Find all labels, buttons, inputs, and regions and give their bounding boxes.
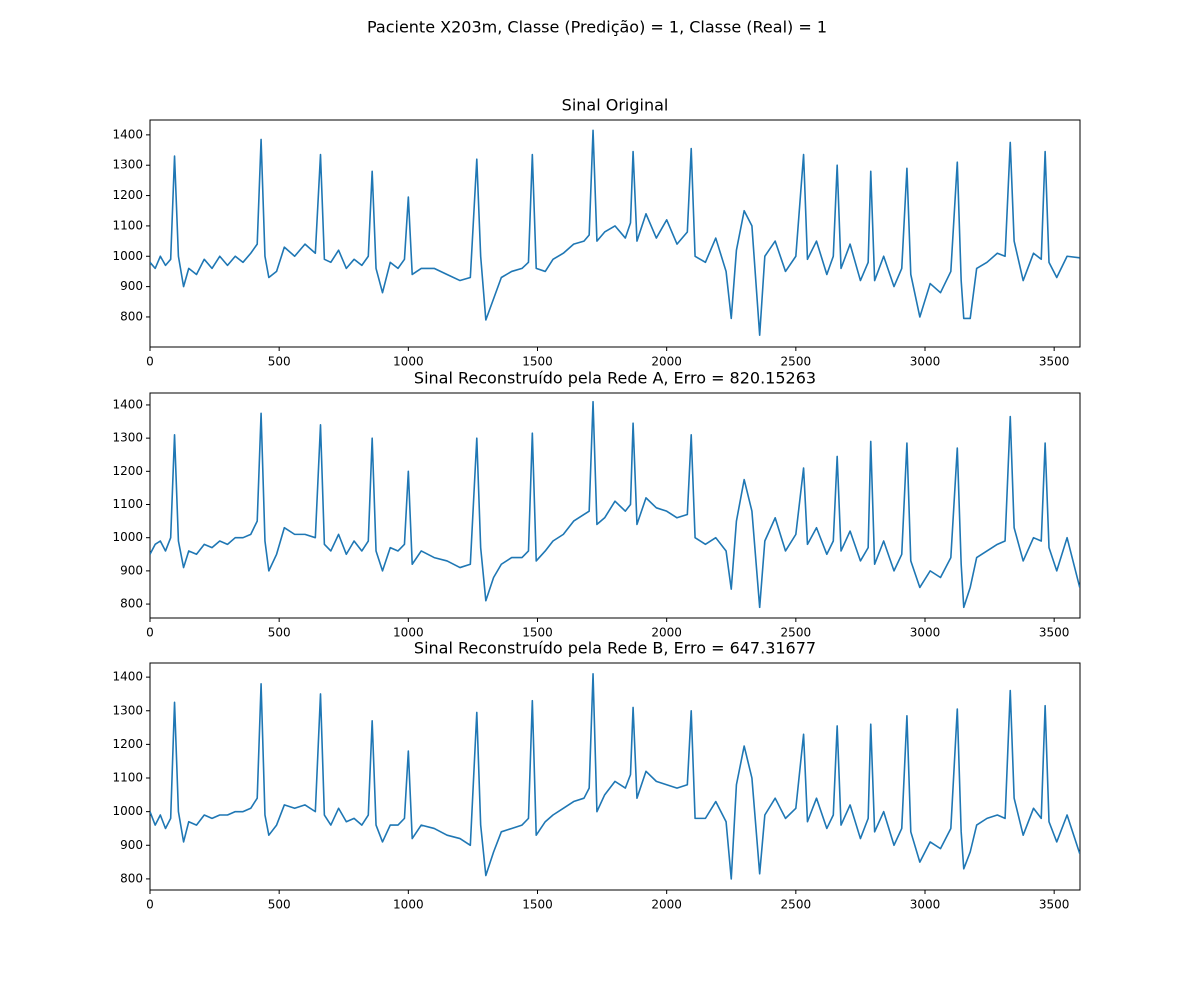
y-tick-label: 1100 bbox=[112, 771, 143, 785]
x-tick-label: 1000 bbox=[393, 898, 424, 912]
x-tick-label: 2500 bbox=[781, 355, 812, 369]
y-tick-label: 1100 bbox=[112, 497, 143, 511]
y-tick-label: 900 bbox=[120, 279, 143, 293]
subplot-title: Sinal Reconstruído pela Rede A, Erro = 8… bbox=[414, 369, 816, 388]
x-tick-label: 3000 bbox=[910, 626, 941, 640]
y-tick-label: 800 bbox=[120, 597, 143, 611]
x-tick-label: 0 bbox=[146, 898, 154, 912]
y-tick-label: 1000 bbox=[112, 804, 143, 818]
x-tick-label: 3500 bbox=[1039, 626, 1070, 640]
y-tick-label: 900 bbox=[120, 563, 143, 577]
x-tick-label: 1000 bbox=[393, 355, 424, 369]
x-tick-label: 500 bbox=[268, 355, 291, 369]
x-tick-label: 500 bbox=[268, 898, 291, 912]
signal-line bbox=[150, 400, 1080, 609]
signal-line bbox=[150, 672, 1080, 880]
x-tick-label: 1500 bbox=[522, 355, 553, 369]
y-tick-label: 1400 bbox=[112, 127, 143, 141]
y-tick-label: 1400 bbox=[112, 670, 143, 684]
subplot-title: Sinal Reconstruído pela Rede B, Erro = 6… bbox=[414, 639, 816, 658]
x-tick-label: 3500 bbox=[1039, 355, 1070, 369]
x-tick-label: 2500 bbox=[781, 898, 812, 912]
x-tick-label: 0 bbox=[146, 355, 154, 369]
subplot-title: Sinal Original bbox=[562, 96, 669, 115]
y-tick-label: 1000 bbox=[112, 249, 143, 263]
y-tick-label: 800 bbox=[120, 309, 143, 323]
plot-frame bbox=[149, 392, 1081, 619]
x-tick-label: 3000 bbox=[910, 898, 941, 912]
y-tick-label: 1300 bbox=[112, 703, 143, 717]
x-tick-label: 2000 bbox=[651, 898, 682, 912]
x-tick-label: 0 bbox=[146, 626, 154, 640]
x-tick-label: 2500 bbox=[781, 626, 812, 640]
x-tick-label: 1500 bbox=[522, 898, 553, 912]
y-tick-label: 1100 bbox=[112, 218, 143, 232]
x-tick-label: 1500 bbox=[522, 626, 553, 640]
y-tick-label: 1200 bbox=[112, 464, 143, 478]
y-tick-label: 1300 bbox=[112, 158, 143, 172]
x-tick-label: 2000 bbox=[651, 355, 682, 369]
signal-line bbox=[150, 129, 1080, 336]
y-tick-label: 1400 bbox=[112, 397, 143, 411]
y-tick-label: 800 bbox=[120, 871, 143, 885]
y-tick-label: 1200 bbox=[112, 737, 143, 751]
plot-frame bbox=[149, 662, 1081, 891]
x-tick-label: 2000 bbox=[651, 626, 682, 640]
y-tick-label: 900 bbox=[120, 838, 143, 852]
plot-frame bbox=[149, 119, 1081, 348]
x-tick-label: 3500 bbox=[1039, 898, 1070, 912]
figure-title: Paciente X203m, Classe (Predição) = 1, C… bbox=[367, 18, 827, 37]
x-tick-label: 500 bbox=[268, 626, 291, 640]
y-tick-label: 1000 bbox=[112, 530, 143, 544]
y-tick-label: 1300 bbox=[112, 431, 143, 445]
y-tick-label: 1200 bbox=[112, 188, 143, 202]
x-tick-label: 3000 bbox=[910, 355, 941, 369]
x-tick-label: 1000 bbox=[393, 626, 424, 640]
